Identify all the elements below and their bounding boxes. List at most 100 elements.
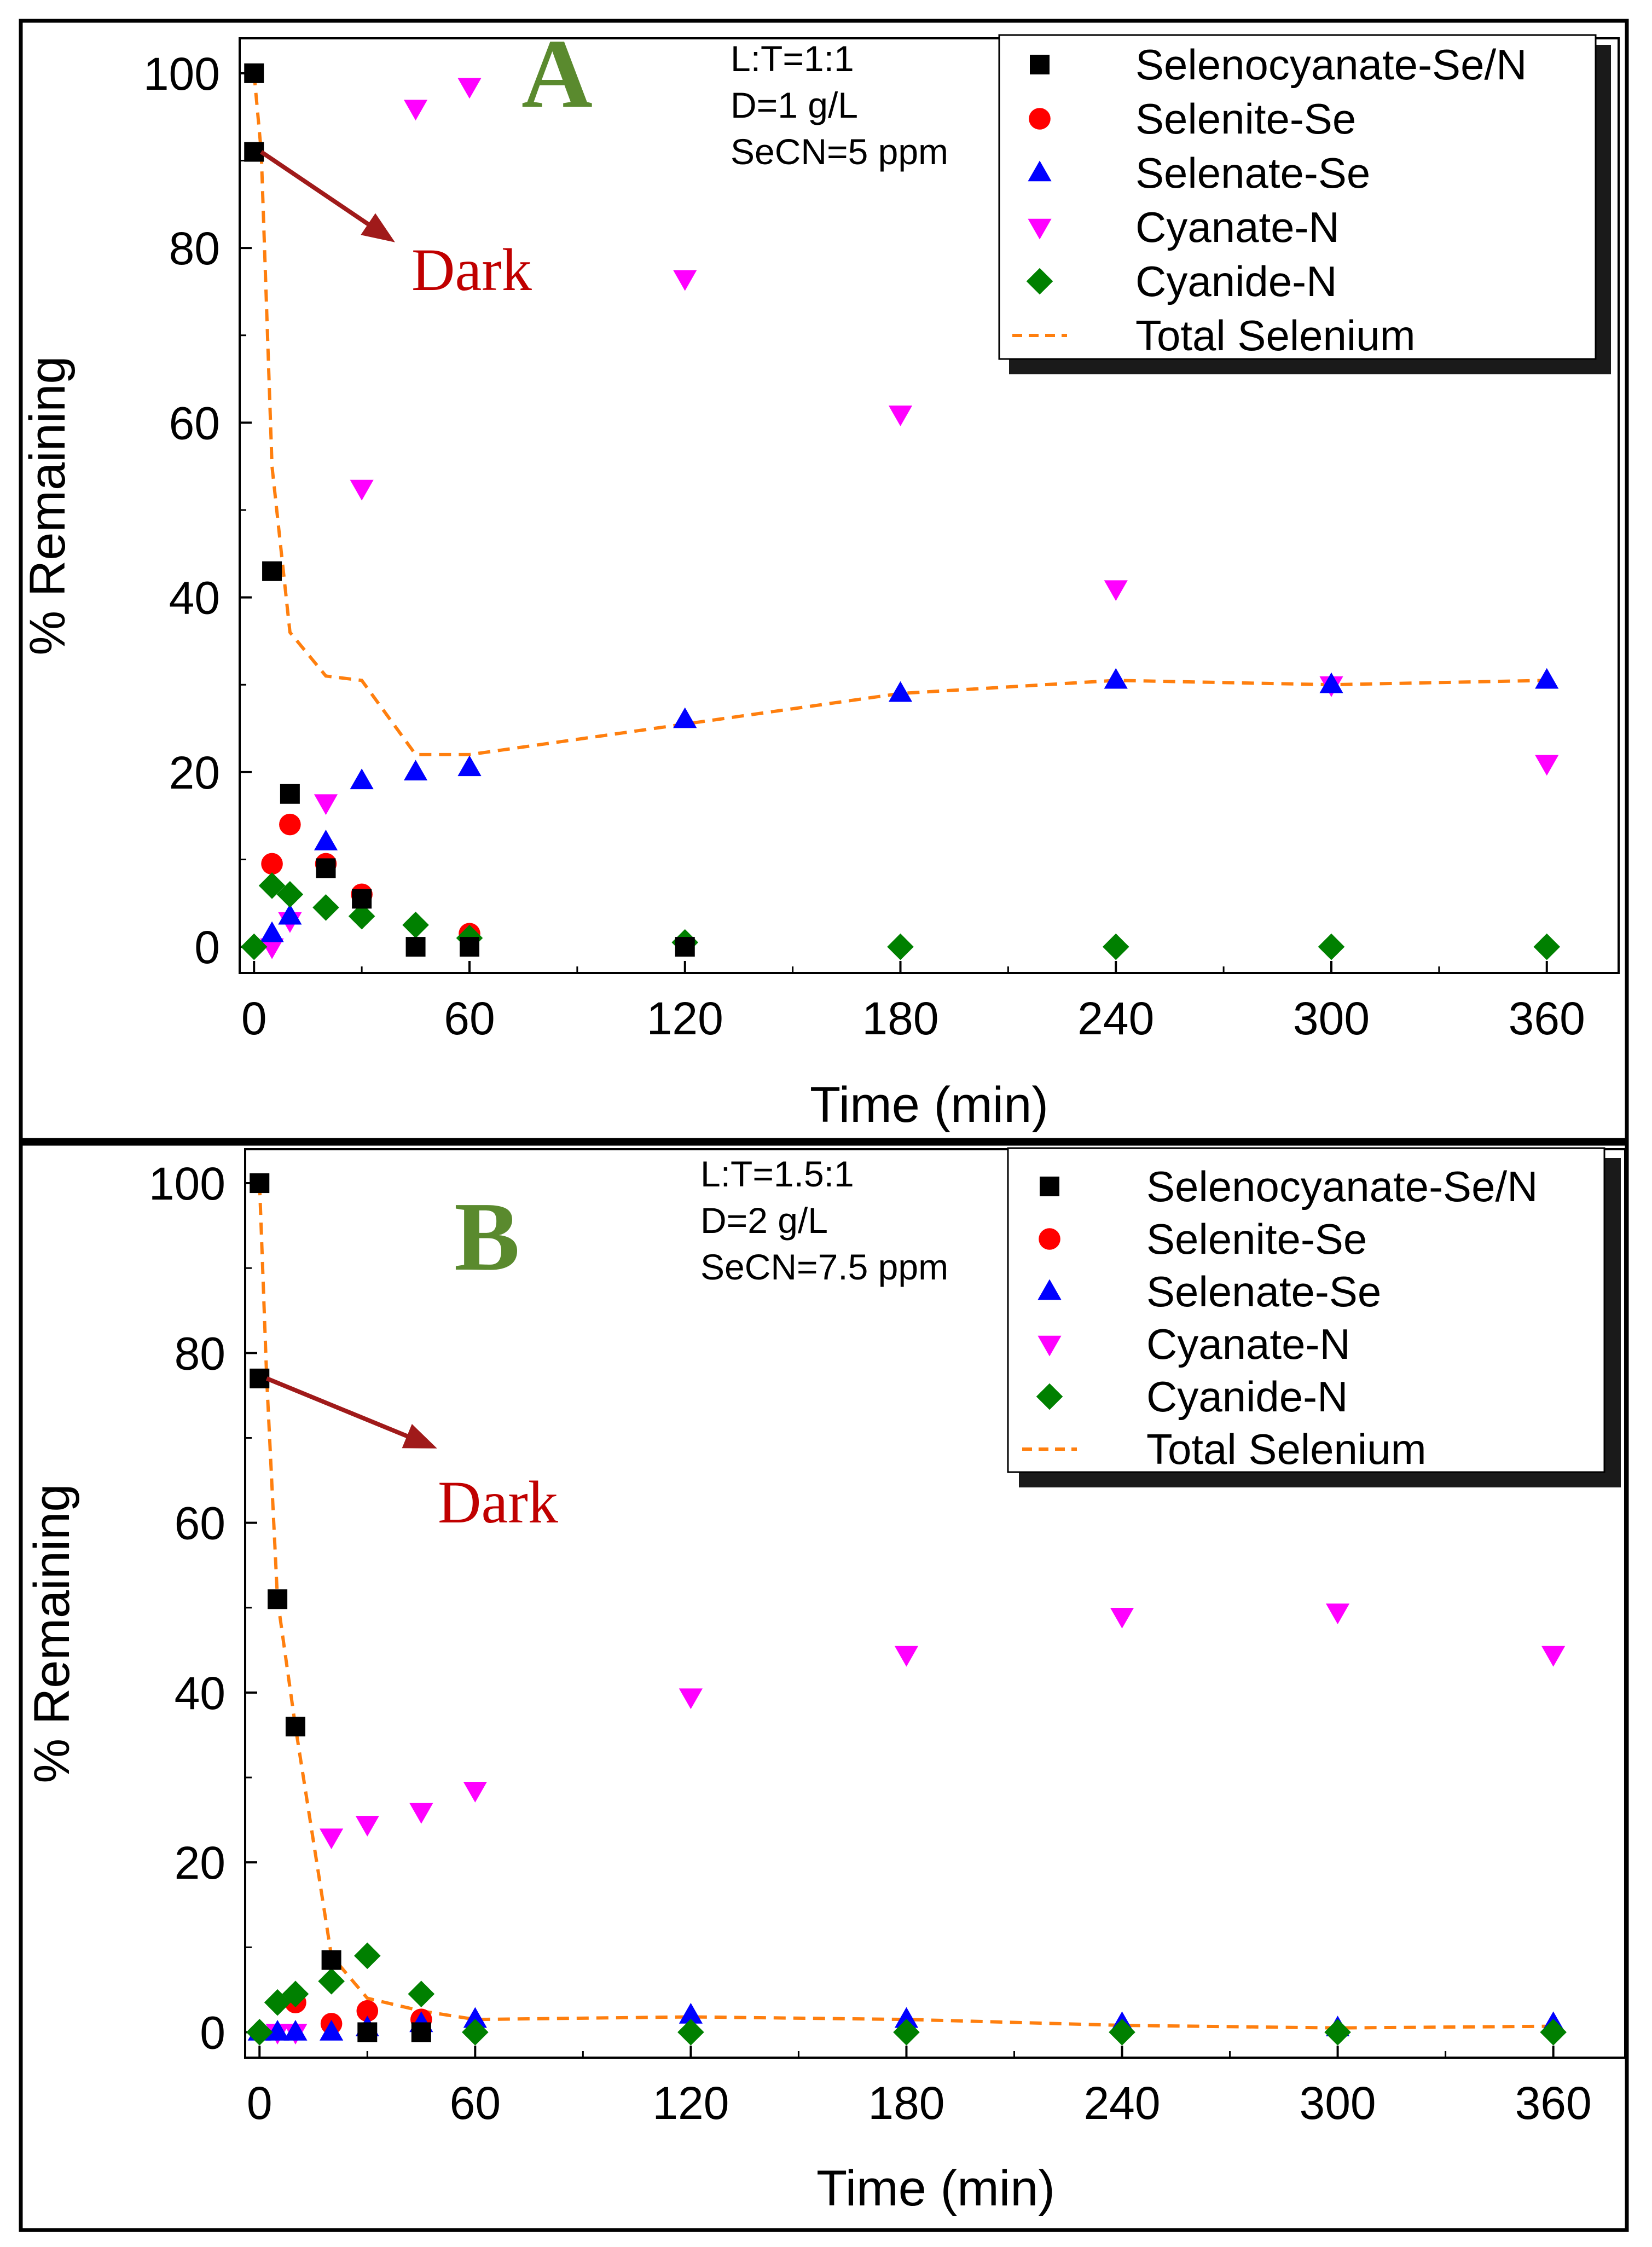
panel-a-selenocyanate-se-n-point — [262, 561, 282, 581]
panel-a-legend-total-selenium-label: Total Selenium — [1135, 311, 1416, 360]
panel-a-legend-cyanate-n-swatch — [1028, 218, 1052, 240]
panel-b-selenocyanate-se-n-point — [357, 2022, 378, 2042]
panel-a-cyanate-n-point — [314, 794, 338, 815]
panel-b-y-ticks: 0 20 40 60 80 100 — [149, 1158, 257, 2058]
panel-a-legend: Selenocyanate-Se/N Selenite-Se Selenate-Se… — [998, 34, 1611, 374]
panel-b-cyanide-n-point — [462, 2019, 489, 2046]
panel-a-cyanate-n-point — [260, 938, 284, 959]
panel-a-cyanide-n-point — [258, 872, 286, 899]
panel-b-legend-box — [1007, 1147, 1605, 1473]
panel-b-legend-selenocyanate-se-n-swatch — [1040, 1177, 1059, 1196]
panel-a-frame — [19, 19, 1629, 1142]
panel-b-y-tick-label: 0 — [200, 2007, 225, 2058]
panel-a-y-tick-label: 60 — [169, 397, 220, 449]
panel-b-cyanide-n-point — [1324, 2019, 1351, 2046]
panel-b-x-tick-label: 60 — [450, 2077, 501, 2129]
panel-a-x-tick-label: 120 — [647, 993, 723, 1044]
panel-a-plot-area — [240, 63, 1561, 960]
panel-a-cyanate-n-point — [1535, 755, 1559, 776]
panel-a-legend-selenite-se-label: Selenite-Se — [1135, 95, 1356, 143]
panel-b-selenocyanate-se-n-point — [285, 1716, 305, 1736]
panel-a-condition-1: L:T=1:1 — [731, 38, 854, 79]
panel-b-y-tick-label: 60 — [175, 1498, 225, 1549]
panel-b-x-tick-label: 120 — [652, 2077, 729, 2129]
panel-b-cyanate-n-point — [1110, 1607, 1134, 1629]
panel-b-legend-total-selenium-label: Total Selenium — [1146, 1425, 1427, 1473]
panel-a-cyanide-n-point — [1533, 933, 1561, 960]
panel-a-x-tick-label: 0 — [241, 993, 267, 1044]
panel-a-plot-frame — [239, 37, 1620, 974]
panel-a-cyanate-n-point — [403, 100, 428, 121]
panel-a-selenate-se-point — [888, 681, 913, 702]
panel-b-cyanate-n-point — [320, 1828, 344, 1850]
panel-b-cyanide-n-point — [677, 2019, 704, 2046]
panel-b-cyanide-n-point — [318, 1968, 345, 1995]
panel-a-selenite-se-point — [261, 853, 283, 875]
panel-b-y-tick-label: 100 — [149, 1158, 225, 1209]
panel-b-y-tick-label: 80 — [175, 1328, 225, 1379]
panel-a-selenate-se-point — [1104, 668, 1128, 689]
panel-a-selenate-se-point — [350, 768, 374, 790]
panel-a-y-tick-label: 100 — [143, 48, 220, 100]
panel-b-selenate-se-point — [283, 2019, 308, 2041]
panel-b-dark-arrow — [265, 1376, 433, 1449]
panel-b-selenocyanate-se-n-point — [250, 1173, 270, 1194]
panel-b-cyanide-n-point — [264, 1989, 291, 2016]
panel-a-legend-cyanate-n-label: Cyanate-N — [1135, 203, 1340, 251]
panel-a-selenocyanate-se-n-point — [675, 937, 695, 957]
panel-a-legend-selenite-se-swatch — [1029, 108, 1051, 130]
panel-a-cyanate-n-point — [457, 78, 482, 99]
panel-a-x-tick-label: 240 — [1077, 993, 1154, 1044]
panel-a-legend-box — [998, 34, 1597, 360]
panel-a-selenate-se-point — [457, 755, 482, 777]
panel-b-dark-arrowhead — [402, 1424, 437, 1449]
panel-b-selenate-se-point — [679, 2002, 703, 2024]
panel-a-dark-label: Dark — [411, 236, 532, 303]
panel-b-condition-2: D=2 g/L — [700, 1200, 828, 1241]
panel-b-condition-1: L:T=1.5:1 — [700, 1154, 854, 1194]
panel-b-cyanate-n-point — [1541, 1646, 1566, 1667]
panel-b-cyanate-n-point — [409, 1803, 433, 1824]
panel-b-y-tick-label: 40 — [175, 1667, 225, 1719]
panel-b-x-tick-label: 240 — [1083, 2077, 1160, 2129]
panel-b-frame — [19, 1142, 1629, 2232]
panel-b-x-axis-label: Time (min) — [816, 2161, 1055, 2216]
panel-b-x-tick-label: 180 — [868, 2077, 944, 2129]
panel-b-dark-annotation: Dark — [265, 1376, 558, 1536]
panel-a-y-tick-label: 40 — [169, 572, 220, 624]
panel-b-cyanide-n-point — [1540, 2019, 1567, 2046]
panel-b-selenate-se-point — [265, 2019, 289, 2041]
panel-a-selenocyanate-se-n-point — [244, 63, 264, 83]
panel-b-cyanate-n-point — [679, 1688, 703, 1710]
panel-b-x-tick-label: 300 — [1300, 2077, 1376, 2129]
panel-a-condition-2: D=1 g/L — [731, 85, 858, 125]
panel-a-legend-selenate-se-swatch — [1028, 160, 1052, 182]
panel-a-selenate-se-point — [278, 904, 302, 925]
panel-a-legend-selenate-se-label: Selenate-Se — [1135, 149, 1370, 197]
panel-b-plot-frame — [244, 1148, 1626, 2059]
panel-b-cyanide-n-point — [354, 1942, 381, 1970]
panel-a-y-axis-label: % Remaining — [20, 356, 76, 655]
panel-a-x-axis-label: Time (min) — [810, 1077, 1048, 1133]
panel-b-cyanate-n-point — [1325, 1603, 1350, 1625]
panel-b-legend-cyanate-n-swatch — [1037, 1335, 1062, 1357]
panel-b-selenite-se-point — [356, 2000, 379, 2022]
panel-b-label: B — [454, 1182, 520, 1291]
panel-a-x-tick-label: 360 — [1509, 993, 1585, 1044]
panel-b-cyanate-n-point — [894, 1646, 919, 1667]
panel-b-cyanide-n-point — [1109, 2019, 1135, 2046]
panel-b-x-tick-label: 0 — [247, 2077, 273, 2129]
panel-a-y-tick-label: 80 — [169, 223, 220, 274]
panel-b: 0 60 120 180 240 300 360 0 20 40 60 80 100 Time (mi… — [19, 1142, 1629, 2232]
panel-b-legend-selenate-se-label: Selenate-Se — [1146, 1267, 1381, 1316]
panel-b-legend-selenocyanate-se-n-label: Selenocyanate-Se/N — [1146, 1162, 1538, 1211]
panel-b-cyanate-n-point — [355, 1816, 379, 1837]
panel-b-cyanate-n-point — [463, 1782, 487, 1803]
panel-a-selenocyanate-se-n-point — [244, 142, 264, 162]
panel-b-selenocyanate-se-n-point — [321, 1950, 341, 1970]
panel-a-selenocyanate-se-n-point — [405, 937, 426, 957]
panel-b-dark-label: Dark — [438, 1469, 558, 1536]
panel-a-cyanide-n-point — [312, 894, 339, 921]
panel-b-selenocyanate-se-n-point — [268, 1589, 288, 1609]
